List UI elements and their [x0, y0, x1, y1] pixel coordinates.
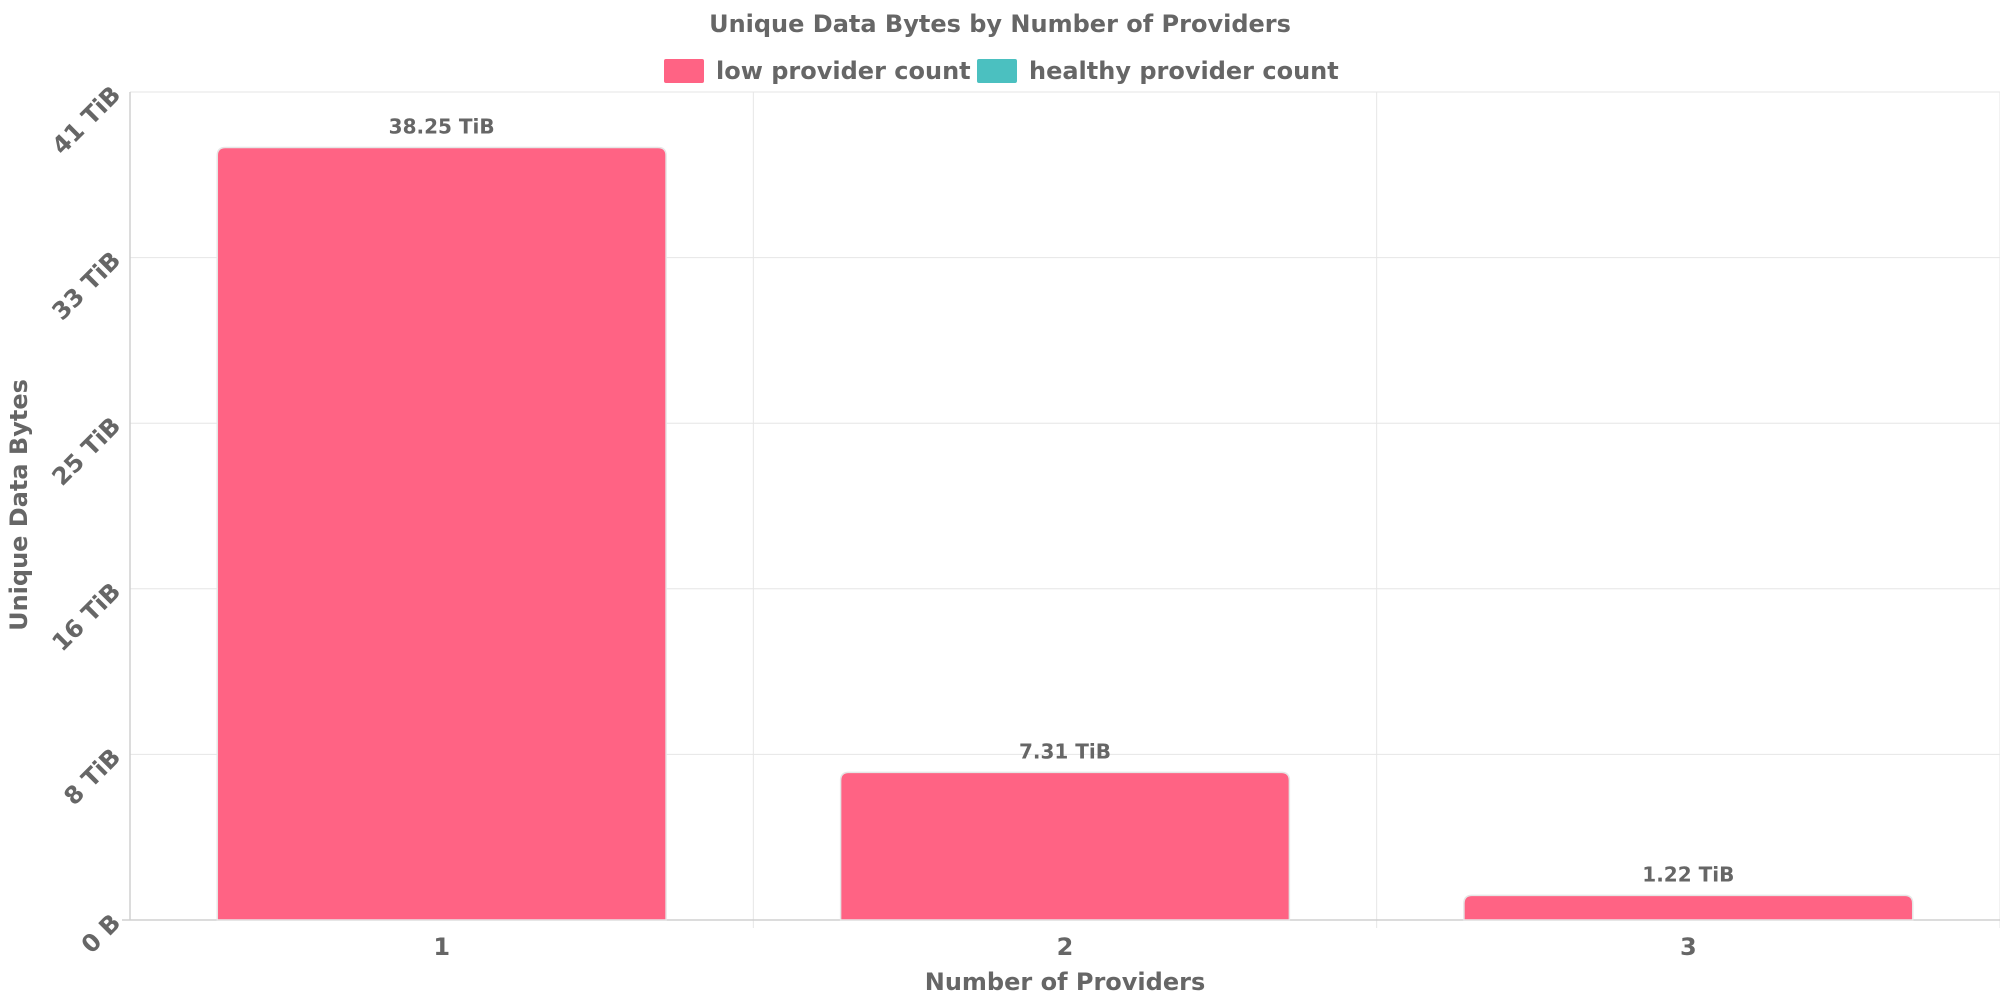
legend: low provider count healthy provider coun…	[664, 57, 1339, 85]
data-labels: 38.25 TiB 7.31 TiB 1.22 TiB	[389, 115, 1735, 887]
bar-2[interactable]	[839, 771, 1291, 921]
y-tick-label: 16 TiB	[47, 577, 127, 657]
x-tick-label: 3	[1680, 933, 1697, 961]
data-label-2: 7.31 TiB	[1019, 739, 1111, 763]
y-tick-label: 33 TiB	[47, 246, 127, 326]
legend-label-healthy-provider-count[interactable]: healthy provider count	[1029, 57, 1339, 85]
data-label-1: 38.25 TiB	[389, 115, 495, 139]
y-axis-ticks: 0 B 8 TiB 16 TiB 25 TiB 33 TiB 41 TiB	[47, 80, 127, 958]
x-tick-label: 2	[1057, 933, 1074, 961]
data-label-3: 1.22 TiB	[1642, 862, 1734, 886]
x-axis-ticks: 1 2 3	[433, 933, 1696, 961]
x-tick-label: 1	[433, 933, 450, 961]
bar-3[interactable]	[1463, 894, 1914, 921]
chart-title: Unique Data Bytes by Number of Providers	[709, 10, 1291, 38]
bar-1[interactable]	[216, 146, 667, 921]
x-axis-label: Number of Providers	[925, 968, 1205, 996]
legend-swatch-low-provider-count[interactable]	[664, 59, 704, 83]
y-tick-label: 0 B	[76, 908, 126, 958]
y-tick-label: 41 TiB	[47, 80, 127, 160]
legend-swatch-healthy-provider-count[interactable]	[977, 59, 1017, 83]
legend-label-low-provider-count[interactable]: low provider count	[716, 57, 971, 85]
y-tick-label: 8 TiB	[58, 743, 126, 811]
bars	[216, 146, 1914, 921]
y-axis-label: Unique Data Bytes	[5, 379, 33, 631]
y-tick-label: 25 TiB	[47, 412, 127, 492]
